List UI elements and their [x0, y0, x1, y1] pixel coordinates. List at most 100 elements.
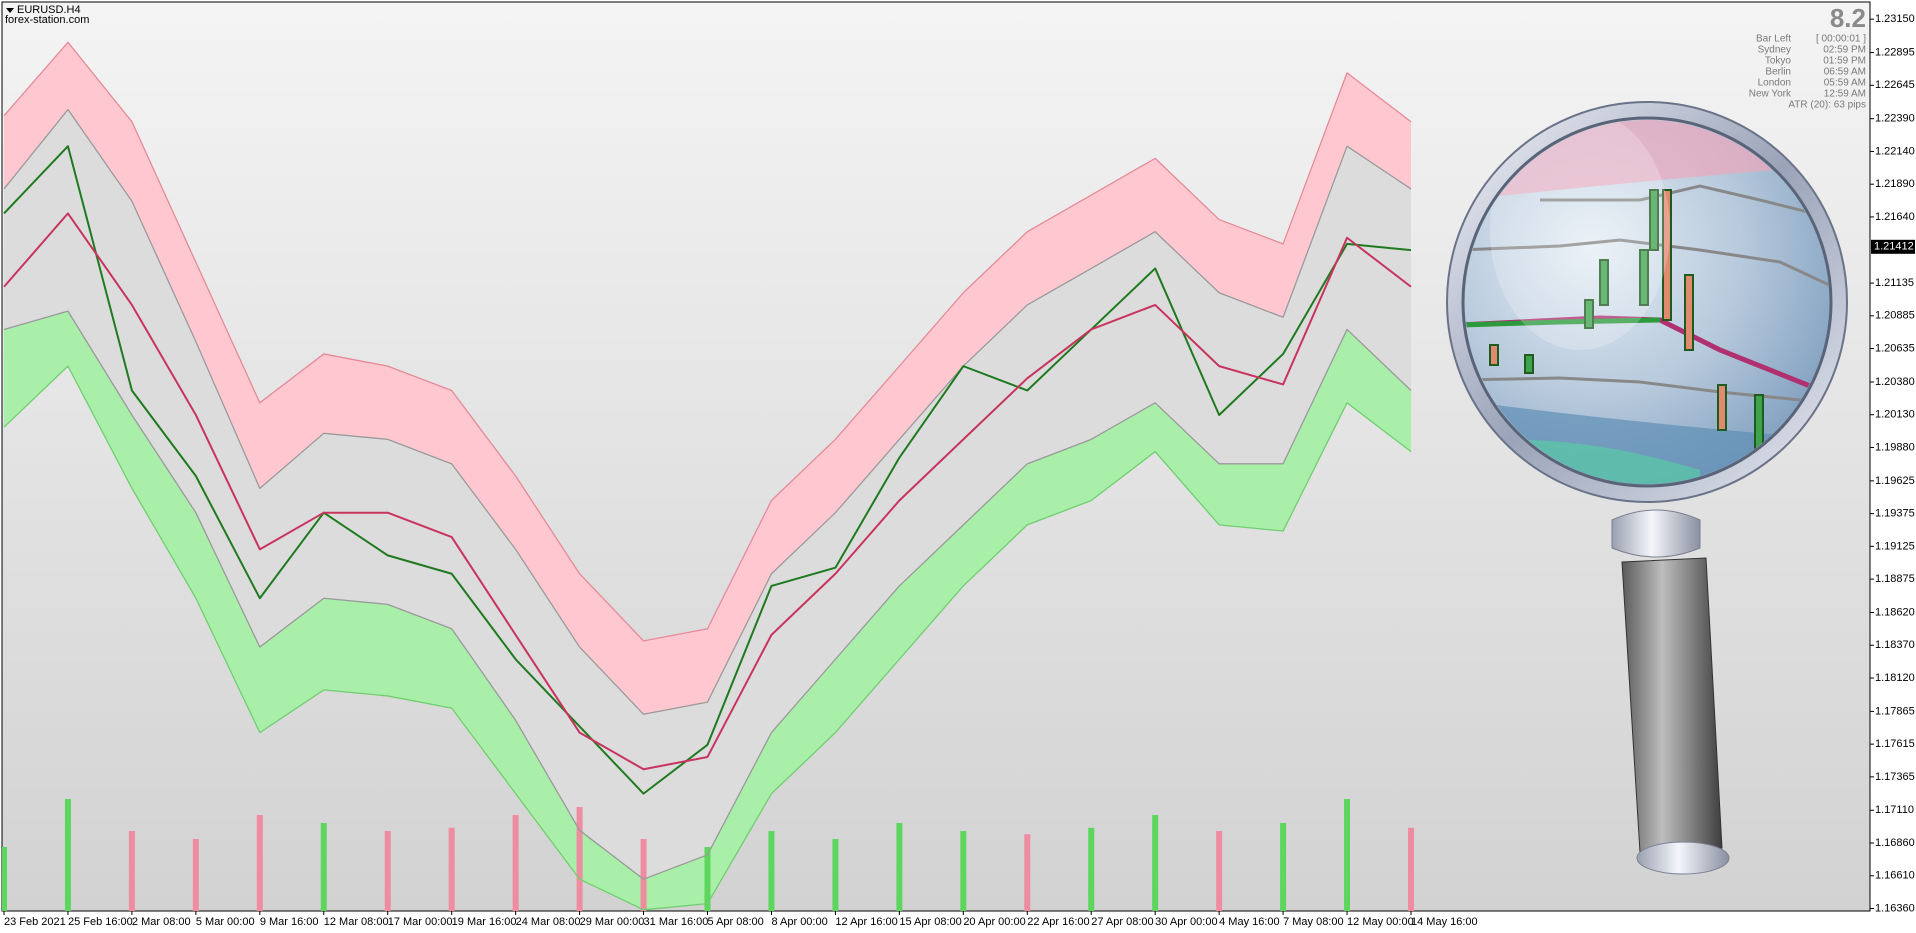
magnifier-collar: [1611, 509, 1701, 558]
x-tick-label: 23 Feb 2021: [4, 916, 66, 928]
volume-bar: [1216, 831, 1223, 911]
y-tick-label: 1.18120: [1875, 672, 1915, 684]
volume-bar: [384, 831, 391, 911]
y-tick-label: 1.22645: [1875, 79, 1915, 91]
x-tick-label: 12 May 00:00: [1347, 916, 1414, 928]
volume-bar: [896, 823, 903, 911]
y-tick-label: 1.19880: [1875, 441, 1915, 453]
y-tick-label: 1.17615: [1875, 738, 1915, 750]
series-line: [3, 310, 1412, 880]
x-tick-label: 12 Mar 08:00: [324, 916, 389, 928]
volume-bar: [1024, 834, 1031, 911]
x-tick-label: 14 May 16:00: [1411, 916, 1478, 928]
volume-bar: [1280, 823, 1287, 911]
volume-bar: [704, 847, 711, 911]
x-tick-label: 22 Apr 16:00: [1027, 916, 1089, 928]
series-line: [3, 212, 1412, 771]
info-key: Tokyo: [1765, 56, 1792, 67]
watermark: forex-station.com: [5, 14, 89, 26]
y-tick-label: 1.17365: [1875, 771, 1915, 783]
x-tick-label: 8 Apr 00:00: [771, 916, 827, 928]
x-tick-label: 7 May 08:00: [1283, 916, 1344, 928]
volume-bar: [1152, 815, 1159, 911]
current-price-label: 1.21412: [1874, 241, 1914, 253]
info-value: 01:59 PM: [1823, 56, 1866, 67]
x-tick-label: 19 Mar 16:00: [452, 916, 517, 928]
x-tick-label: 31 Mar 16:00: [644, 916, 709, 928]
series-line: [3, 145, 1412, 795]
info-value: 05:59 AM: [1824, 78, 1866, 89]
magnifier-handle: [1621, 557, 1723, 853]
y-tick-label: 1.19625: [1875, 475, 1915, 487]
series-line: [3, 108, 1412, 715]
x-tick-label: 20 Apr 00:00: [963, 916, 1025, 928]
current-price-box: [1871, 239, 1915, 254]
y-tick-label: 1.21890: [1875, 178, 1915, 190]
magnifier-cap: [1636, 841, 1730, 875]
x-tick-label: 15 Apr 08:00: [899, 916, 961, 928]
volume-bar: [512, 815, 519, 911]
y-tick-label: 1.19125: [1875, 540, 1915, 552]
y-tick-label: 1.20885: [1875, 310, 1915, 322]
volume-bar: [1344, 799, 1351, 911]
x-tick-label: 29 Mar 00:00: [580, 916, 645, 928]
axes: 1.23150 1.22895 1.22645 1.22390 1.22140 1.218…: [3, 13, 1915, 928]
spread-value: 8.2: [1830, 3, 1866, 33]
info-key: Sydney: [1758, 45, 1791, 56]
volume-bar: [64, 799, 71, 911]
volume-bar: [1408, 827, 1414, 911]
x-tick-label: 17 Mar 00:00: [388, 916, 453, 928]
band-fill: [4, 109, 1411, 880]
volume-bar: [256, 815, 263, 911]
y-tick-label: 1.17110: [1875, 804, 1914, 816]
info-key: Bar Left: [1756, 34, 1791, 45]
y-tick-label: 1.16610: [1875, 870, 1915, 882]
info-key: Berlin: [1765, 67, 1791, 78]
atr-label: ATR (20): 63 pips: [1788, 100, 1866, 111]
info-key: New York: [1749, 89, 1792, 100]
y-tick-label: 1.22140: [1875, 145, 1915, 157]
info-value: 06:59 AM: [1824, 67, 1866, 78]
info-key: London: [1758, 78, 1791, 89]
x-tick-label: 4 May 16:00: [1219, 916, 1280, 928]
x-tick-label: 5 Apr 08:00: [708, 916, 764, 928]
volume-bar: [640, 839, 647, 911]
x-tick-label: 24 Mar 08:00: [516, 916, 581, 928]
y-tick-label: 1.19375: [1875, 508, 1915, 520]
y-tick-label: 1.17865: [1875, 705, 1915, 717]
x-tick-label: 25 Feb 16:00: [68, 916, 133, 928]
series-line: [3, 365, 1412, 911]
volume-bar: [320, 823, 327, 911]
x-tick-label: 2 Mar 08:00: [132, 916, 191, 928]
y-tick-label: 1.18875: [1875, 573, 1915, 585]
volume-bar: [576, 807, 583, 911]
y-tick-label: 1.18370: [1875, 639, 1915, 651]
volume-bar: [128, 831, 135, 911]
x-tick-label: 5 Mar 00:00: [196, 916, 255, 928]
series-line: [3, 41, 1412, 642]
y-tick-label: 1.23150: [1875, 13, 1915, 25]
volume-bar: [2, 847, 7, 911]
plot-layer: [2, 41, 1414, 911]
x-tick-label: 30 Apr 00:00: [1155, 916, 1217, 928]
volume-bar: [768, 831, 775, 911]
x-tick-label: 9 Mar 16:00: [260, 916, 319, 928]
volume-bar: [832, 839, 839, 911]
info-value: 12:59 AM: [1824, 89, 1866, 100]
y-tick-label: 1.22390: [1875, 113, 1915, 125]
symbol-menu-arrow[interactable]: [6, 8, 14, 13]
symbol-label: EURUSD.H4: [17, 4, 81, 16]
magnifier: [1446, 101, 1848, 875]
x-tick-label: 12 Apr 16:00: [835, 916, 897, 928]
y-tick-label: 1.20635: [1875, 342, 1915, 354]
band-fill: [4, 311, 1411, 910]
info-value: [ 00:00:01 ]: [1816, 34, 1866, 45]
y-tick-label: 1.21135: [1875, 277, 1914, 289]
volume-bar: [192, 839, 199, 911]
y-tick-label: 1.21640: [1875, 211, 1915, 223]
y-tick-label: 1.16360: [1875, 902, 1915, 914]
y-tick-label: 1.22895: [1875, 46, 1915, 58]
x-tick-label: 27 Apr 08:00: [1091, 916, 1153, 928]
